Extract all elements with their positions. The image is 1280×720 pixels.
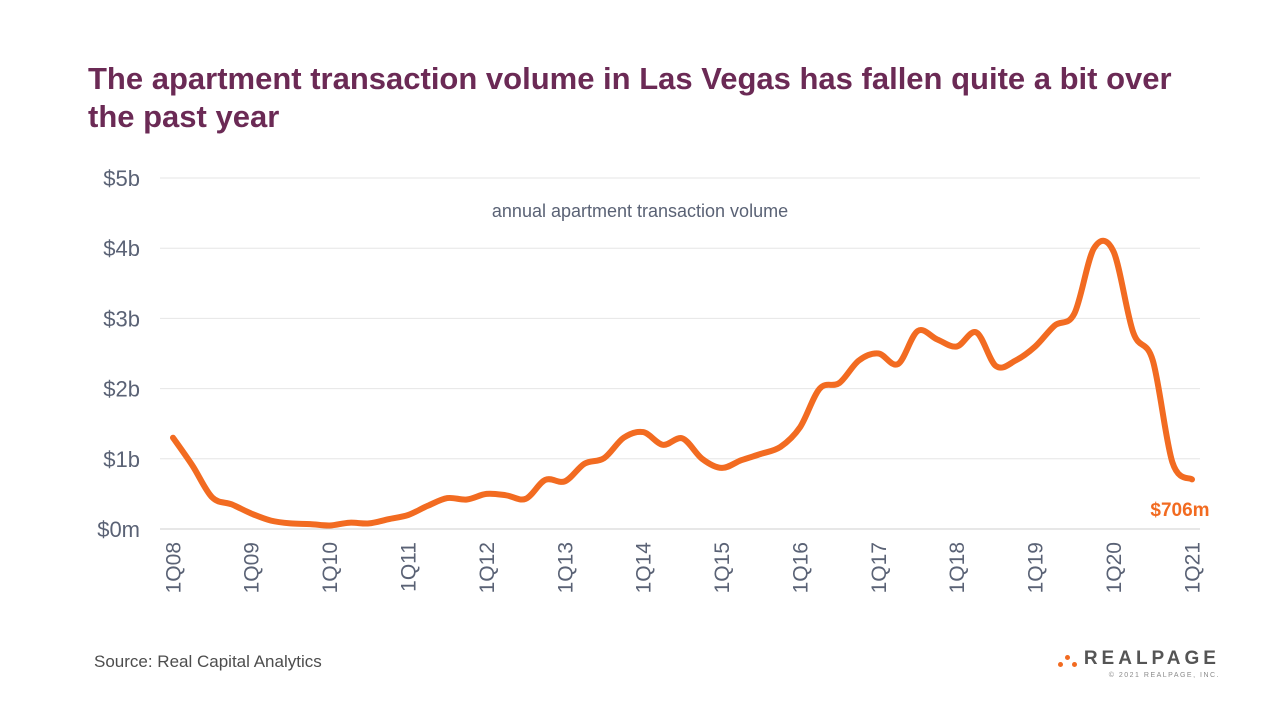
data-point <box>1172 462 1173 463</box>
x-tick-label: 1Q21 <box>1181 542 1204 593</box>
source-note: Source: Real Capital Analytics <box>94 652 322 671</box>
data-point <box>780 446 781 447</box>
logo-wordmark: REALPAGE <box>1083 648 1220 669</box>
end-value-label: $706m <box>1150 500 1209 521</box>
x-tick-label: 1Q12 <box>476 542 499 593</box>
data-point <box>741 460 742 461</box>
logo-copyright: © 2021 REALPAGE, INC. <box>1108 672 1220 679</box>
data-point <box>917 331 918 332</box>
data-point <box>1094 248 1095 249</box>
y-tick-label: $3b <box>103 306 140 331</box>
data-point <box>564 481 565 482</box>
x-tick-label: 1Q19 <box>1025 542 1048 593</box>
y-tick-label: $2b <box>103 377 140 402</box>
data-point <box>702 458 703 459</box>
data-point <box>525 498 526 499</box>
data-point <box>1192 479 1193 480</box>
data-point <box>584 463 585 464</box>
data-point <box>898 364 899 365</box>
x-tick-label: 1Q18 <box>946 542 969 593</box>
x-tick-label: 1Q15 <box>711 542 734 593</box>
data-point <box>662 444 663 445</box>
data-point <box>682 438 683 439</box>
data-point <box>192 465 193 466</box>
data-point <box>368 523 369 524</box>
data-point <box>1054 325 1055 326</box>
data-point <box>447 498 448 499</box>
data-point <box>858 360 859 361</box>
data-point <box>1074 313 1075 314</box>
y-axis: $0m $1b $2b $3b $4b $5b <box>97 166 140 542</box>
data-point <box>310 524 311 525</box>
data-point <box>173 437 174 438</box>
data-point <box>800 427 801 428</box>
x-tick-label: 1Q16 <box>789 542 812 593</box>
data-point <box>251 513 252 514</box>
logo-dots-icon <box>1057 650 1080 668</box>
x-tick-label: 1Q17 <box>868 542 891 593</box>
x-tick-label: 1Q09 <box>241 542 264 593</box>
y-tick-label: $1b <box>103 447 140 472</box>
data-point <box>349 522 350 523</box>
data-points <box>173 248 1193 526</box>
data-point <box>1152 360 1153 361</box>
data-point <box>212 497 213 498</box>
data-point <box>956 346 957 347</box>
data-point <box>1015 360 1016 361</box>
data-point <box>545 479 546 480</box>
data-point <box>623 437 624 438</box>
x-tick-label: 1Q14 <box>633 542 656 594</box>
data-point <box>721 467 722 468</box>
x-tick-label: 1Q11 <box>398 542 421 592</box>
data-point <box>839 382 840 383</box>
data-point <box>329 525 330 526</box>
data-point <box>643 432 644 433</box>
y-tick-label: $0m <box>97 517 140 542</box>
grid-lines <box>160 177 1200 530</box>
chart-title: The apartment transaction volume in Las … <box>88 61 1172 134</box>
series-line <box>170 237 1195 529</box>
data-point <box>760 453 761 454</box>
data-point <box>976 332 977 333</box>
data-point <box>290 523 291 524</box>
data-point <box>231 504 232 505</box>
data-point <box>408 514 409 515</box>
data-point <box>270 520 271 521</box>
data-point <box>937 339 938 340</box>
data-point <box>996 366 997 367</box>
data-point <box>427 505 428 506</box>
data-point <box>506 495 507 496</box>
x-axis: 1Q08 1Q09 1Q10 1Q11 1Q12 1Q13 1Q14 1Q15 1Q16 1Q17… <box>162 542 1204 594</box>
x-tick-label: 1Q08 <box>162 542 185 593</box>
x-tick-label: 1Q13 <box>554 542 577 593</box>
data-point <box>819 388 820 389</box>
x-tick-label: 1Q10 <box>319 542 342 593</box>
data-point <box>604 458 605 459</box>
realpage-logo: REALPAGE © 2021 REALPAGE, INC. <box>1057 648 1220 679</box>
data-point <box>1035 346 1036 347</box>
data-point <box>878 353 879 354</box>
y-tick-label: $5b <box>103 166 140 191</box>
y-tick-label: $4b <box>103 236 140 261</box>
data-point <box>1113 251 1114 252</box>
data-point <box>1133 332 1134 333</box>
x-tick-label: 1Q20 <box>1103 542 1126 593</box>
chart-subtitle: annual apartment transaction volume <box>492 201 788 221</box>
data-point <box>466 499 467 500</box>
data-point <box>486 493 487 494</box>
series-layer <box>170 237 1195 529</box>
data-point <box>388 519 389 520</box>
